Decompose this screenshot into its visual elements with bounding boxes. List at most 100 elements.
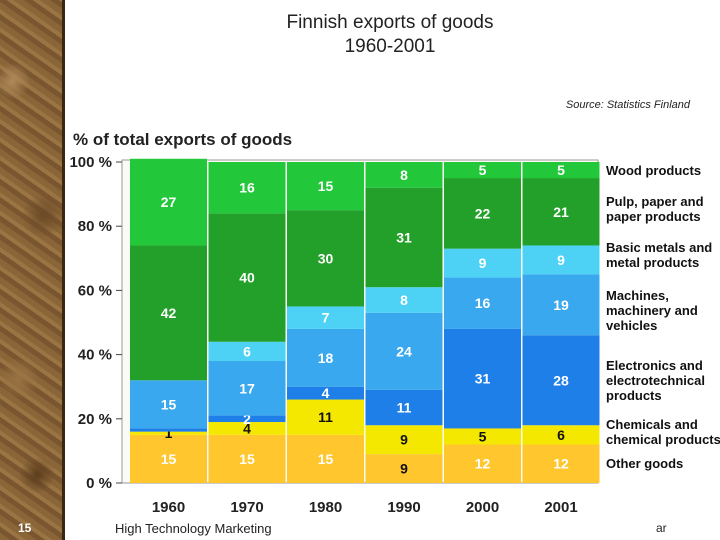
data-label: 27 xyxy=(161,194,177,210)
legend-item: Other goods xyxy=(606,456,684,471)
bar-segment xyxy=(365,162,443,188)
data-label: 15 xyxy=(161,451,177,467)
bar-segment xyxy=(522,335,600,426)
bar-segment xyxy=(130,245,207,381)
data-label: 15 xyxy=(318,451,334,467)
bar-segment xyxy=(287,306,364,329)
data-label: 9 xyxy=(479,255,487,271)
chart-subtitle: 1960-2001 xyxy=(344,36,436,57)
data-label: 40 xyxy=(239,270,255,286)
chart-title: Finnish exports of goods xyxy=(286,12,494,33)
data-label: 5 xyxy=(557,162,565,178)
legend-item: Machines, machinery and vehicles xyxy=(606,288,698,333)
x-tick-label: 1960 xyxy=(152,499,185,516)
data-label: 30 xyxy=(318,250,334,266)
data-label: 1 xyxy=(165,425,173,441)
data-label: 5 xyxy=(479,428,487,444)
x-tick-label: 2000 xyxy=(466,499,499,516)
bar-segment xyxy=(287,386,364,400)
data-label: 7 xyxy=(322,310,330,326)
data-label: 19 xyxy=(553,297,569,313)
data-label: 11 xyxy=(397,400,412,416)
page-number: 15 xyxy=(18,521,32,535)
y-tick-label: 100 % xyxy=(69,154,112,171)
sidebar-divider xyxy=(62,0,65,540)
legend-item: Electronics and electrotechnical product… xyxy=(606,358,705,403)
data-label: 8 xyxy=(400,167,408,183)
bar-segment xyxy=(287,434,364,483)
bar-segment xyxy=(287,399,364,435)
bar-segment xyxy=(444,162,521,179)
data-label: 22 xyxy=(475,205,491,221)
bar-segment xyxy=(130,431,207,435)
bar-segment xyxy=(444,444,521,483)
bar-segment xyxy=(130,380,207,429)
bar-segment xyxy=(365,187,443,288)
footer-right-text: ar xyxy=(656,521,667,535)
bar-segment xyxy=(208,341,286,362)
bar-segment xyxy=(522,162,600,179)
data-label: 9 xyxy=(557,252,565,268)
legend-item: Chemicals and chemical products xyxy=(606,417,720,447)
bar-segment xyxy=(444,178,521,249)
bar-segment xyxy=(522,178,600,246)
legend-item: Basic metals and metal products xyxy=(606,240,713,270)
y-tick-label: 80 % xyxy=(78,218,112,235)
x-tick-label: 1980 xyxy=(309,499,342,516)
bar-segment xyxy=(208,415,286,423)
source-note: Source: Statistics Finland xyxy=(565,99,690,111)
data-label: 4 xyxy=(322,385,330,401)
data-label: 2 xyxy=(243,411,251,427)
bar-segment xyxy=(444,248,521,278)
data-label: 28 xyxy=(553,372,569,388)
bar-segment xyxy=(365,312,443,390)
bar-segment xyxy=(444,328,521,429)
bar-segment xyxy=(365,454,443,483)
bar-segment xyxy=(365,425,443,455)
bar-segment xyxy=(287,210,364,307)
bar-segment xyxy=(208,422,286,435)
y-tick-label: 20 % xyxy=(78,411,112,428)
y-axis-label: % of total exports of goods xyxy=(73,130,293,149)
data-label: 12 xyxy=(553,456,569,472)
data-label: 24 xyxy=(396,343,412,359)
bar-segment xyxy=(287,328,364,387)
bar-segment xyxy=(208,162,286,214)
bar-segment xyxy=(208,213,286,342)
y-tick-label: 40 % xyxy=(78,347,112,364)
data-label: 11 xyxy=(318,409,333,425)
bar-segment xyxy=(444,277,521,329)
data-label: 17 xyxy=(239,380,255,396)
data-label: 42 xyxy=(161,305,177,321)
bar-segment xyxy=(130,428,207,432)
legend-item: Wood products xyxy=(606,163,702,178)
y-tick-label: 0 % xyxy=(86,475,112,492)
bar-segment xyxy=(522,425,600,445)
data-label: 15 xyxy=(239,451,255,467)
data-label: 6 xyxy=(557,427,565,443)
data-label: 31 xyxy=(475,371,491,387)
data-label: 9 xyxy=(400,432,408,448)
bar-segment xyxy=(130,434,207,483)
data-label: 15 xyxy=(161,396,177,412)
data-label: 15 xyxy=(318,178,334,194)
x-tick-label: 1970 xyxy=(230,499,263,516)
data-label: 5 xyxy=(479,162,487,178)
data-label: 16 xyxy=(475,295,491,311)
bar-segment xyxy=(208,361,286,416)
data-label: 18 xyxy=(318,350,334,366)
y-tick-label: 60 % xyxy=(78,282,112,299)
data-label: 9 xyxy=(400,461,408,477)
data-label: 12 xyxy=(475,456,491,472)
x-tick-label: 1990 xyxy=(387,499,420,516)
data-label: 21 xyxy=(553,204,569,220)
bar-segment xyxy=(208,434,286,483)
bar-segment xyxy=(365,389,443,426)
x-tick-label: 2001 xyxy=(544,499,577,516)
bar-segment xyxy=(130,158,207,246)
footer-text: High Technology Marketing xyxy=(115,521,272,536)
data-label: 6 xyxy=(243,343,251,359)
bar-segment xyxy=(522,274,600,336)
bar-segment xyxy=(444,428,521,445)
